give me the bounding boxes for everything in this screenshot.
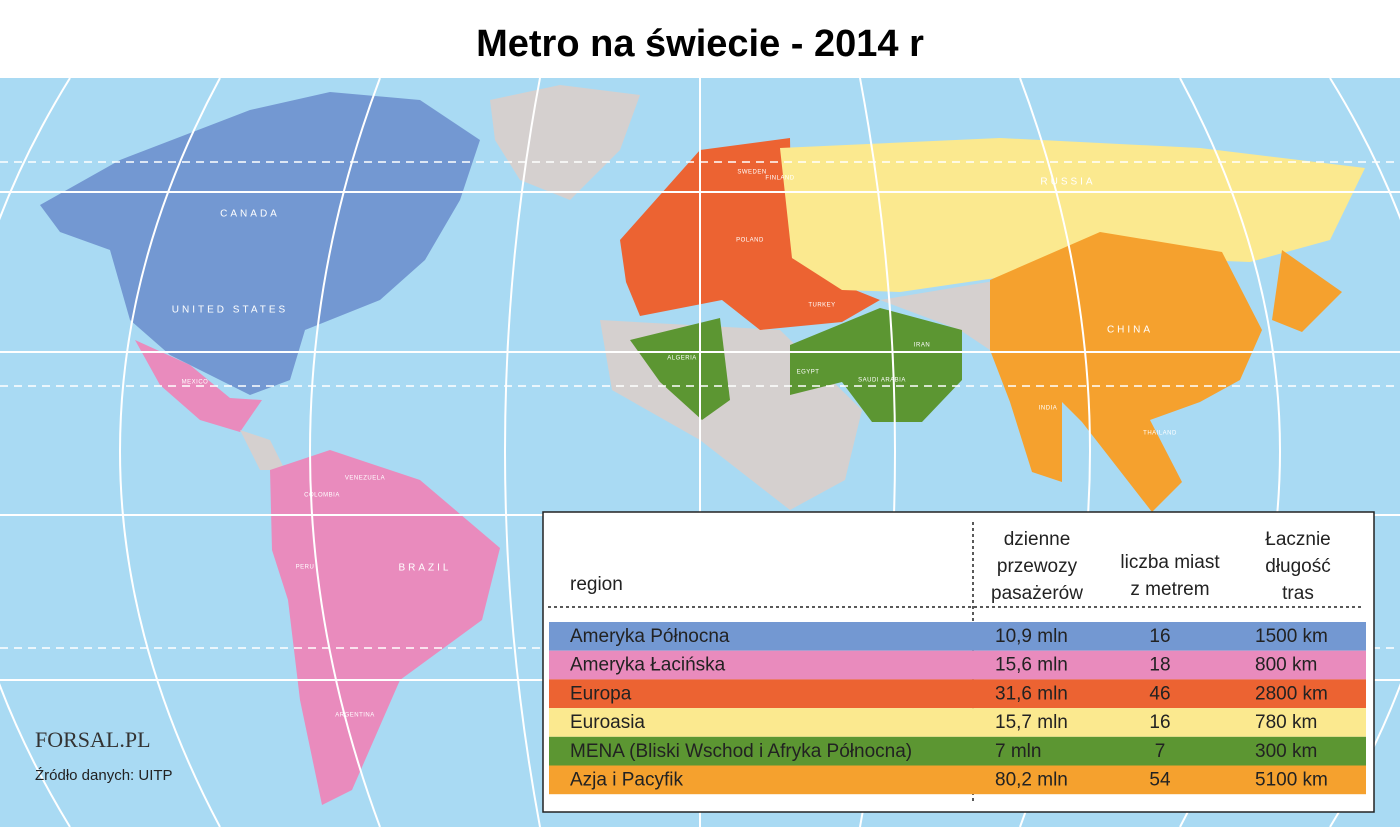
map-label: SWEDEN: [737, 170, 766, 176]
table-cell: 16: [1149, 712, 1170, 733]
map-label: VENEZUELA: [345, 476, 385, 482]
title: Metro na świecie - 2014 r: [476, 23, 924, 65]
column-header: z metrem: [1130, 579, 1209, 600]
column-header: przewozy: [997, 556, 1078, 577]
map-label: RUSSIA: [1040, 177, 1095, 188]
table-cell: Europa: [570, 683, 632, 704]
column-header: Łacznie: [1265, 529, 1331, 550]
table-cell: 1500 km: [1255, 626, 1328, 647]
table-cell: 31,6 mln: [995, 683, 1068, 704]
map-label: PERU: [296, 565, 315, 571]
column-header: długość: [1265, 556, 1331, 577]
map-label: TURKEY: [808, 303, 835, 309]
south-america: [270, 450, 500, 805]
column-header: tras: [1282, 583, 1314, 604]
row-band: [549, 708, 1366, 737]
column-header: liczba miast: [1120, 552, 1220, 573]
map-label: ALGERIA: [667, 356, 697, 362]
row-band: [549, 765, 1366, 795]
map-label: CHINA: [1107, 325, 1153, 336]
row-band: [549, 650, 1366, 680]
table-cell: 18: [1149, 655, 1170, 676]
europe: [620, 138, 880, 330]
logo: FORSAL.PL: [35, 727, 151, 752]
greenland: [490, 85, 640, 200]
table-cell: Euroasia: [570, 712, 645, 733]
table-cell: 7: [1155, 741, 1166, 762]
central-asia: [880, 280, 1000, 350]
map-label: MEXICO: [182, 380, 209, 386]
table-cell: 800 km: [1255, 655, 1317, 676]
table-cell: 54: [1149, 770, 1171, 791]
table-cell: 46: [1149, 683, 1170, 704]
table-cell: 2800 km: [1255, 683, 1328, 704]
map-label: IRAN: [914, 343, 930, 349]
map-label: COLOMBIA: [304, 493, 340, 499]
table-cell: MENA (Bliski Wschod i Afryka Północna): [570, 741, 912, 762]
central-america: [240, 430, 285, 470]
row-band: [549, 679, 1366, 709]
asia-pacific: [990, 232, 1262, 512]
middle-east: [790, 308, 962, 422]
table-cell: Azja i Pacyfik: [570, 770, 683, 791]
table-cell: 16: [1149, 626, 1170, 647]
meridians: [0, 77, 1400, 828]
table-cell: 15,6 mln: [995, 655, 1068, 676]
algeria: [630, 318, 730, 420]
map-label: SAUDI ARABIA: [858, 378, 906, 384]
table-cell: 10,9 mln: [995, 626, 1068, 647]
map-label: ARGENTINA: [335, 713, 375, 719]
map-label: UNITED STATES: [172, 305, 288, 316]
table-cell: 300 km: [1255, 741, 1317, 762]
map-label: THAILAND: [1143, 431, 1177, 437]
map-labels: CANADA UNITED STATES MEXICO COLOMBIA VENEZUE…: [172, 170, 1177, 719]
map-label: POLAND: [736, 238, 764, 244]
table-cell: 5100 km: [1255, 770, 1328, 791]
row-band: [549, 622, 1366, 651]
table-cell: 80,2 mln: [995, 770, 1068, 791]
table-cell: Ameryka Łacińska: [570, 655, 726, 676]
table-cell: 15,7 mln: [995, 712, 1068, 733]
source: Źródło danych: UITP: [35, 767, 173, 784]
column-header: dzienne: [1004, 529, 1071, 550]
map-label: EGYPT: [797, 370, 820, 376]
row-band: [549, 736, 1366, 766]
map-label: FINLAND: [765, 176, 794, 182]
map-label: INDIA: [1039, 406, 1058, 412]
table-cell: 780 km: [1255, 712, 1317, 733]
table-cell: 7 mln: [995, 741, 1041, 762]
japan: [1272, 250, 1342, 332]
north-america: [40, 92, 480, 395]
map-label: CANADA: [220, 209, 280, 220]
table-cell: Ameryka Północna: [570, 626, 730, 647]
column-header: pasażerów: [991, 583, 1083, 604]
column-header: region: [570, 574, 623, 595]
table: region dzienne przewozy pasażerów liczba mia…: [549, 529, 1366, 795]
map-label: BRAZIL: [398, 563, 451, 574]
